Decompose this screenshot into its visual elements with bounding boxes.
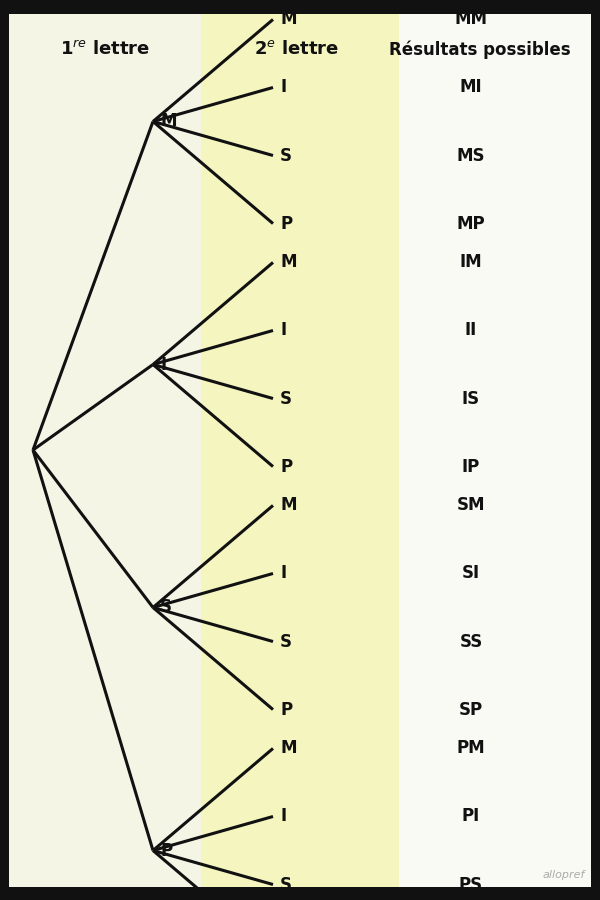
Text: I: I xyxy=(280,321,286,339)
Text: M: M xyxy=(160,112,177,130)
Text: MI: MI xyxy=(460,78,482,96)
Text: IP: IP xyxy=(462,457,480,475)
Text: S: S xyxy=(280,876,292,894)
Text: SP: SP xyxy=(459,700,483,718)
Text: MS: MS xyxy=(457,147,485,165)
Text: PM: PM xyxy=(457,740,485,758)
Text: MM: MM xyxy=(455,11,487,29)
Text: I: I xyxy=(280,564,286,582)
Text: I: I xyxy=(160,356,166,373)
Text: SS: SS xyxy=(460,633,482,651)
Text: M: M xyxy=(280,11,296,29)
Text: IS: IS xyxy=(462,390,480,408)
Text: IM: IM xyxy=(460,254,482,272)
Text: SI: SI xyxy=(462,564,480,582)
Text: S: S xyxy=(280,633,292,651)
Text: I: I xyxy=(280,78,286,96)
Text: Résultats possibles: Résultats possibles xyxy=(389,40,571,58)
Text: S: S xyxy=(280,147,292,165)
Text: II: II xyxy=(465,321,477,339)
Text: PS: PS xyxy=(459,876,483,894)
Bar xyxy=(399,14,591,886)
Bar xyxy=(9,14,201,886)
Bar xyxy=(201,14,399,886)
Text: 2$^{e}$ lettre: 2$^{e}$ lettre xyxy=(254,40,340,58)
Text: SM: SM xyxy=(457,497,485,515)
Text: allopref: allopref xyxy=(542,870,585,880)
Text: M: M xyxy=(280,497,296,515)
Text: I: I xyxy=(280,807,286,825)
Text: P: P xyxy=(160,842,172,859)
Text: PI: PI xyxy=(462,807,480,825)
Text: M: M xyxy=(280,254,296,272)
Text: S: S xyxy=(280,390,292,408)
Text: M: M xyxy=(280,740,296,758)
Text: P: P xyxy=(280,214,292,232)
Text: S: S xyxy=(160,598,172,616)
Text: 1$^{re}$ lettre: 1$^{re}$ lettre xyxy=(60,40,150,58)
Text: P: P xyxy=(280,700,292,718)
Text: MP: MP xyxy=(457,214,485,232)
Text: P: P xyxy=(280,457,292,475)
